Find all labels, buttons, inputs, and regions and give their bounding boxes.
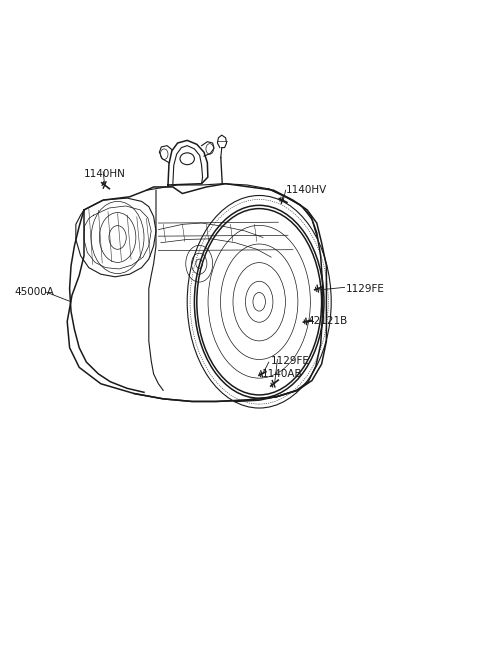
Text: 42121B: 42121B	[307, 316, 348, 327]
Text: 1140AB: 1140AB	[262, 369, 302, 379]
Text: 45000A: 45000A	[14, 287, 54, 297]
Text: 1140HN: 1140HN	[84, 169, 126, 179]
Text: 1129FE: 1129FE	[271, 356, 310, 366]
Text: 1129FE: 1129FE	[346, 283, 384, 294]
Text: 1140HV: 1140HV	[286, 185, 327, 195]
